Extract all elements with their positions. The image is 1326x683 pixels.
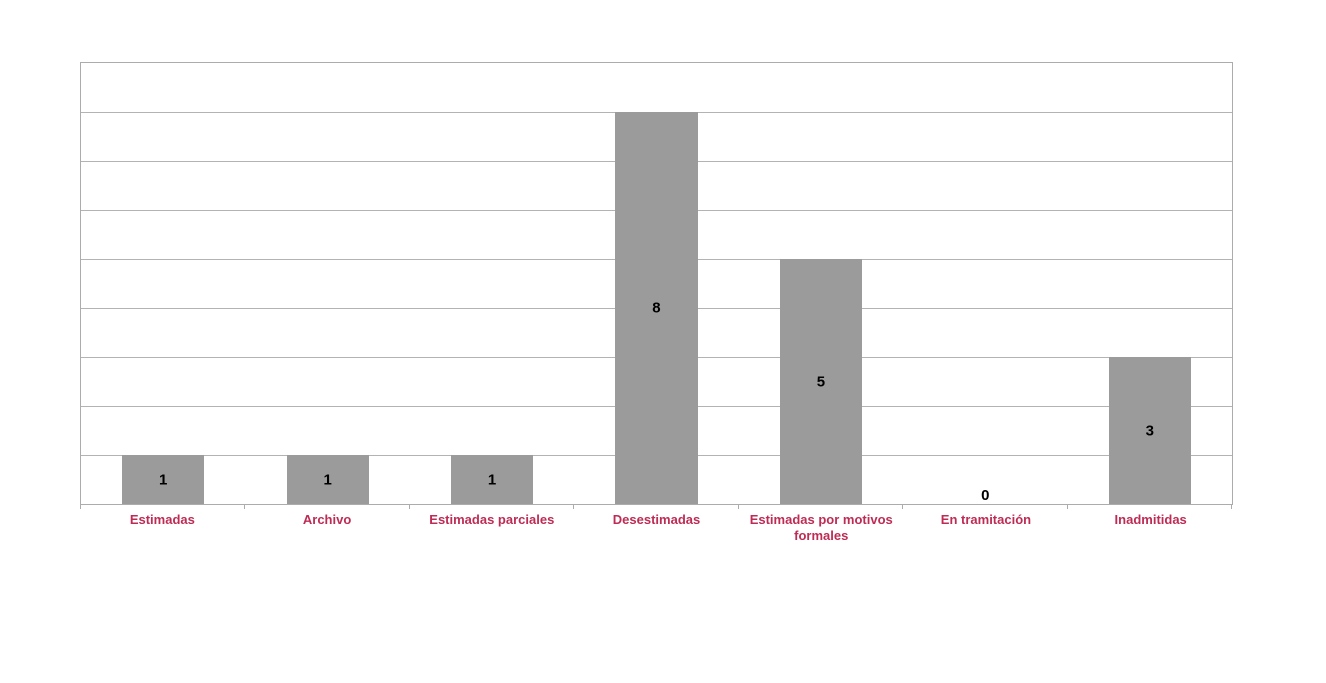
x-axis-tick [737,504,739,509]
x-axis-tick [1066,504,1068,509]
category-label: En tramitación [940,512,1032,527]
x-axis-tick [1231,504,1232,509]
bar-value-label: 8 [652,299,661,317]
category-slot: 5 [739,63,903,504]
x-axis-tick [902,504,904,509]
category-slot: 3 [1068,63,1232,504]
bar: 1 [122,455,205,504]
category-slot: 0 [903,63,1067,504]
category-slot: 1 [245,63,409,504]
bar: 1 [286,455,369,504]
x-axis-tick [573,504,575,509]
bar: 1 [450,455,534,504]
category-label: Estimadas parciales [429,512,555,527]
bar-value-label: 0 [981,487,990,504]
x-axis-labels: Estimadas Archivo Estimadas parciales Deses… [80,512,1233,544]
bar-value-label: 1 [487,471,497,488]
bar: 5 [779,259,862,504]
category-label: Desestimadas [612,512,701,527]
category-label: Estimadas por motivos formales [749,512,893,543]
bar-value-label: 5 [816,373,826,390]
bar: 3 [1108,357,1191,504]
category-label: Inadmitidas [1114,512,1187,527]
category-label: Archivo [302,512,352,527]
bar-value-label: 1 [323,471,332,488]
category-slot: 1 [81,63,245,504]
x-axis-tick [408,504,410,509]
category-slot: 1 [410,63,574,504]
category-slot: 8 [574,63,738,504]
x-axis-tick [80,504,81,509]
category-label: Estimadas [129,512,195,527]
bar-value-label: 1 [159,471,168,488]
bar-value-label: 3 [1145,422,1154,439]
bar: 8 [615,112,698,504]
x-axis-tick [244,504,246,509]
